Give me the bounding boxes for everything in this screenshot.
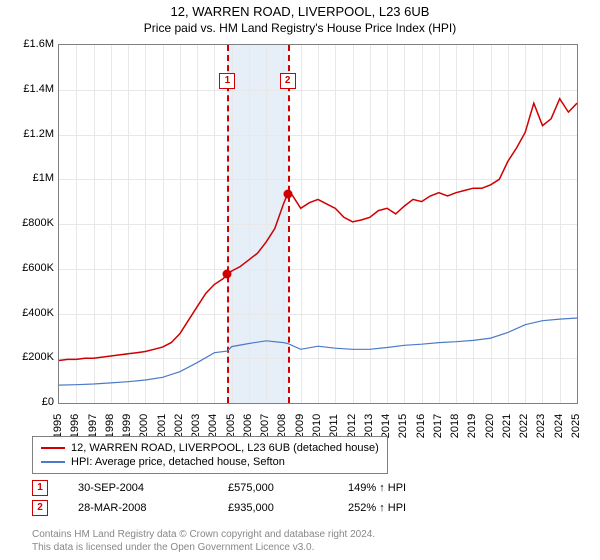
transaction-price: £935,000 (228, 502, 348, 514)
legend: 12, WARREN ROAD, LIVERPOOL, L23 6UB (det… (32, 436, 388, 474)
x-axis-label: 2023 (535, 411, 547, 441)
y-axis-label: £1.2M (0, 128, 54, 140)
x-axis-label: 2021 (501, 411, 513, 441)
chart-title: 12, WARREN ROAD, LIVERPOOL, L23 6UB (0, 0, 600, 19)
y-axis-label: £1.6M (0, 38, 54, 50)
transaction-price: £575,000 (228, 482, 348, 494)
x-axis-label: 2016 (415, 411, 427, 441)
x-axis-label: 2019 (466, 411, 478, 441)
x-axis-label: 2015 (397, 411, 409, 441)
price-marker-dot (283, 189, 292, 198)
y-axis-label: £0 (0, 396, 54, 408)
legend-swatch-b (41, 461, 65, 463)
y-axis-label: £1.4M (0, 83, 54, 95)
transaction-date: 28-MAR-2008 (78, 502, 228, 514)
price-marker-dot (223, 270, 232, 279)
x-axis-label: 2024 (553, 411, 565, 441)
transaction-num-box: 1 (32, 480, 48, 496)
footer-attribution: Contains HM Land Registry data © Crown c… (32, 528, 375, 554)
chart-svg (59, 45, 577, 403)
legend-label-b: HPI: Average price, detached house, Seft… (71, 456, 285, 468)
footer-line-1: Contains HM Land Registry data © Crown c… (32, 528, 375, 541)
x-axis-label: 2022 (518, 411, 530, 441)
x-axis-label: 2025 (570, 411, 582, 441)
transaction-num-box: 2 (32, 500, 48, 516)
footer-line-2: This data is licensed under the Open Gov… (32, 541, 375, 554)
y-axis-label: £200K (0, 351, 54, 363)
event-marker-box: 2 (280, 73, 296, 89)
chart-subtitle: Price paid vs. HM Land Registry's House … (0, 19, 600, 35)
y-axis-label: £1M (0, 172, 54, 184)
x-axis-label: 2020 (484, 411, 496, 441)
x-axis-label: 2018 (449, 411, 461, 441)
legend-label-a: 12, WARREN ROAD, LIVERPOOL, L23 6UB (det… (71, 442, 379, 454)
transaction-date: 30-SEP-2004 (78, 482, 228, 494)
y-axis-label: £400K (0, 307, 54, 319)
transaction-pct: 252% ↑ HPI (348, 502, 468, 514)
transaction-row: 1 30-SEP-2004£575,000149% ↑ HPI (32, 478, 468, 498)
series-series_b (59, 318, 577, 385)
legend-swatch-a (41, 447, 65, 449)
y-axis-label: £800K (0, 217, 54, 229)
event-marker-box: 1 (219, 73, 235, 89)
legend-row-b: HPI: Average price, detached house, Seft… (41, 455, 379, 469)
plot-area: 12 (58, 44, 578, 404)
legend-row-a: 12, WARREN ROAD, LIVERPOOL, L23 6UB (det… (41, 441, 379, 455)
transaction-row: 2 28-MAR-2008£935,000252% ↑ HPI (32, 498, 468, 518)
y-axis-label: £600K (0, 262, 54, 274)
transactions-table: 1 30-SEP-2004£575,000149% ↑ HPI 2 28-MAR-20… (32, 478, 468, 518)
series-series_a (59, 99, 577, 361)
x-axis-label: 2017 (432, 411, 444, 441)
transaction-pct: 149% ↑ HPI (348, 482, 468, 494)
